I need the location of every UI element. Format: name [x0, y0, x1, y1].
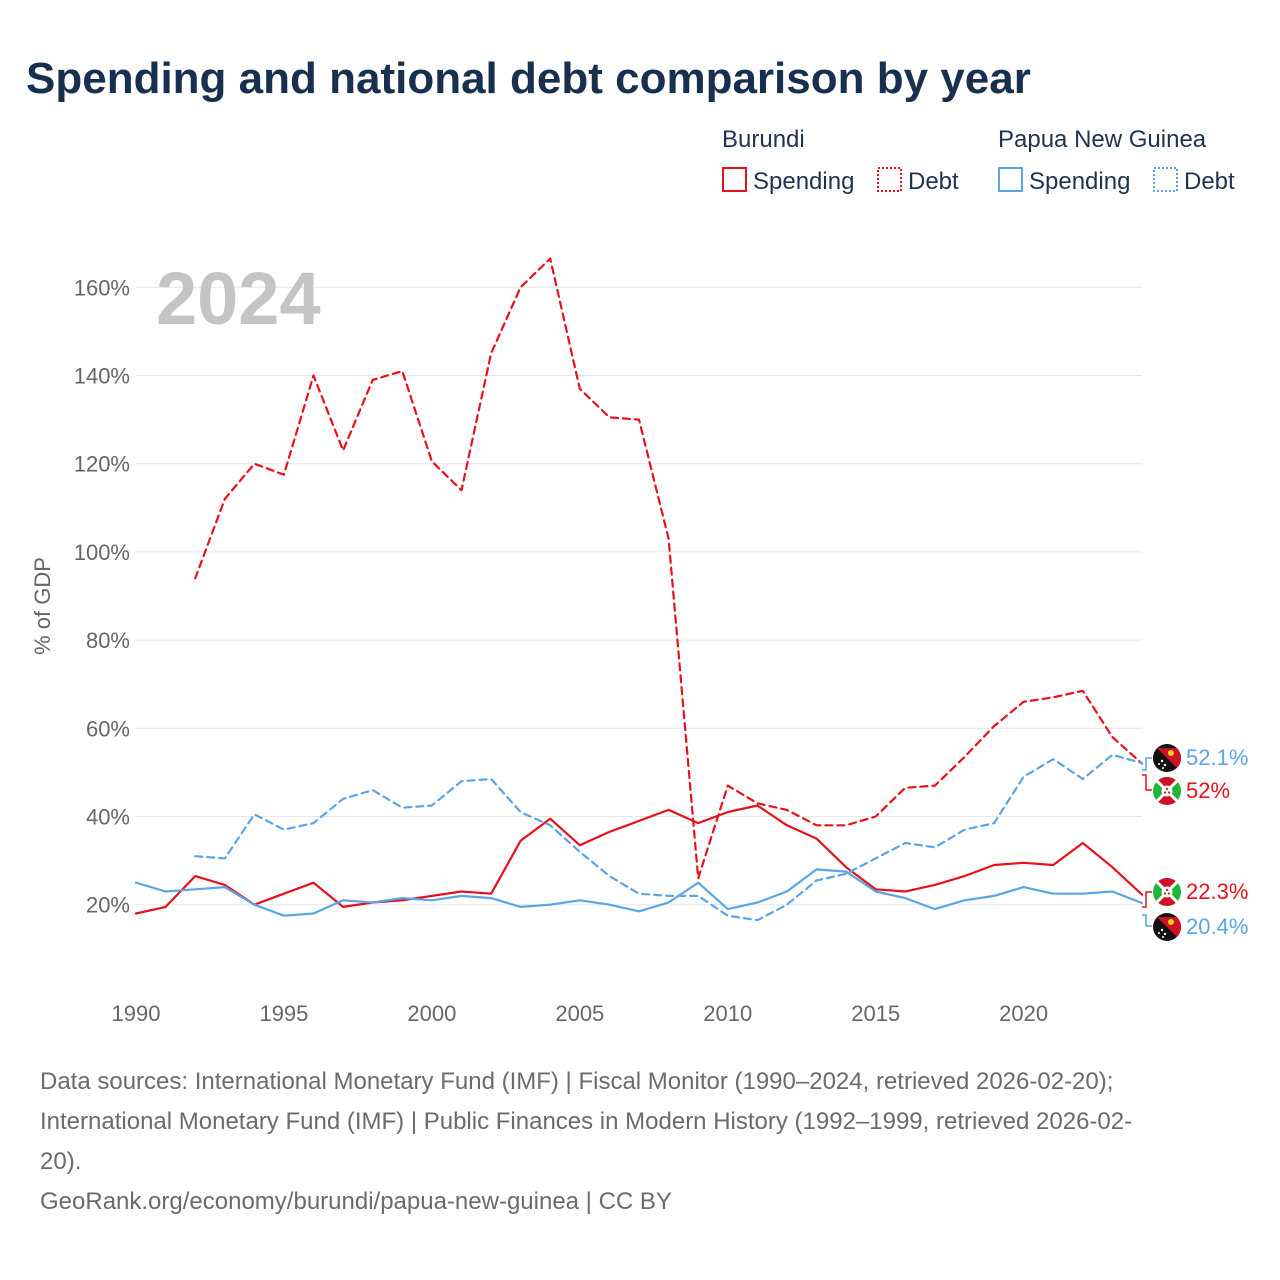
connector-png-debt: [1142, 757, 1152, 771]
legend-swatch-png-debt: [1153, 167, 1178, 192]
source-line-3: 20).: [40, 1148, 82, 1175]
legend-group-burundi: Burundi: [722, 126, 805, 153]
y-axis-label: % of GDP: [30, 557, 55, 655]
legend-label-burundi-spending[interactable]: Spending: [753, 168, 854, 195]
x-tick-label: 1995: [259, 1001, 308, 1026]
legend-label-png-spending[interactable]: Spending: [1029, 168, 1130, 195]
y-axis-ticks: 20% 40% 60% 80% 100% 120% 140% 160%: [74, 275, 130, 917]
end-label-burundi-debt-text: 52%: [1186, 778, 1230, 803]
end-label-connectors: [1142, 757, 1152, 927]
legend: Burundi Spending Debt Papua New Guinea S…: [722, 126, 1235, 195]
series-line-burundi-spending[interactable]: [134, 804, 1144, 915]
legend-swatch-png-spending: [998, 167, 1023, 192]
y-tick-label: 40%: [86, 805, 130, 830]
end-label-png-debt-text: 52.1%: [1186, 745, 1248, 770]
series-lines: [134, 257, 1144, 922]
series-line-burundi-debt[interactable]: [194, 257, 1144, 880]
x-tick-label: 2010: [703, 1001, 752, 1026]
x-axis-ticks: 1990 1995 2000 2005 2010 2015 2020: [112, 1001, 1049, 1026]
end-label-png-spending: 20.4%: [1153, 913, 1248, 941]
y-tick-label: 140%: [74, 363, 130, 388]
credit-link[interactable]: GeoRank.org/economy/burundi/papua-new-gu…: [40, 1188, 672, 1215]
legend-group-papua-new-guinea: Papua New Guinea: [998, 126, 1207, 153]
papua-new-guinea-flag-icon: [1153, 744, 1182, 772]
end-label-png-debt: 52.1%: [1153, 744, 1248, 772]
year-watermark: 2024: [156, 257, 321, 340]
footer: Data sources: International Monetary Fun…: [40, 1062, 1240, 1222]
y-tick-label: 60%: [86, 716, 130, 741]
connector-png-spending: [1142, 914, 1152, 927]
x-tick-label: 2000: [407, 1001, 456, 1026]
y-tick-label: 100%: [74, 540, 130, 565]
source-line-2: International Monetary Fund (IMF) | Publ…: [40, 1108, 1133, 1135]
burundi-flag-icon: [1153, 877, 1181, 907]
gridlines: [136, 286, 1142, 906]
connector-burundi-spending: [1142, 891, 1152, 908]
end-label-burundi-spending: 22.3%: [1153, 877, 1248, 907]
legend-label-burundi-debt[interactable]: Debt: [908, 168, 959, 195]
papua-new-guinea-flag-icon: [1153, 913, 1182, 941]
series-line-papua-new-guinea-debt[interactable]: [194, 753, 1144, 922]
legend-swatch-burundi-spending: [722, 167, 747, 192]
y-tick-label: 120%: [74, 452, 130, 477]
y-tick-label: 20%: [86, 893, 130, 918]
x-tick-label: 2015: [851, 1001, 900, 1026]
legend-swatch-burundi-debt: [877, 167, 902, 192]
end-label-burundi-debt: 52%: [1153, 776, 1230, 806]
series-line-papua-new-guinea-spending[interactable]: [134, 868, 1144, 917]
end-label-png-spending-text: 20.4%: [1186, 914, 1248, 939]
burundi-flag-icon: [1153, 776, 1181, 806]
x-tick-label: 2005: [555, 1001, 604, 1026]
legend-label-png-debt[interactable]: Debt: [1184, 168, 1235, 195]
y-tick-label: 80%: [86, 628, 130, 653]
end-label-burundi-spending-text: 22.3%: [1186, 879, 1248, 904]
chart-title: Spending and national debt comparison by…: [26, 54, 1031, 103]
x-tick-label: 2020: [999, 1001, 1048, 1026]
connector-burundi-debt: [1142, 774, 1152, 791]
x-tick-label: 1990: [112, 1001, 161, 1026]
source-line-1: Data sources: International Monetary Fun…: [40, 1068, 1114, 1095]
y-tick-label: 160%: [74, 275, 130, 300]
